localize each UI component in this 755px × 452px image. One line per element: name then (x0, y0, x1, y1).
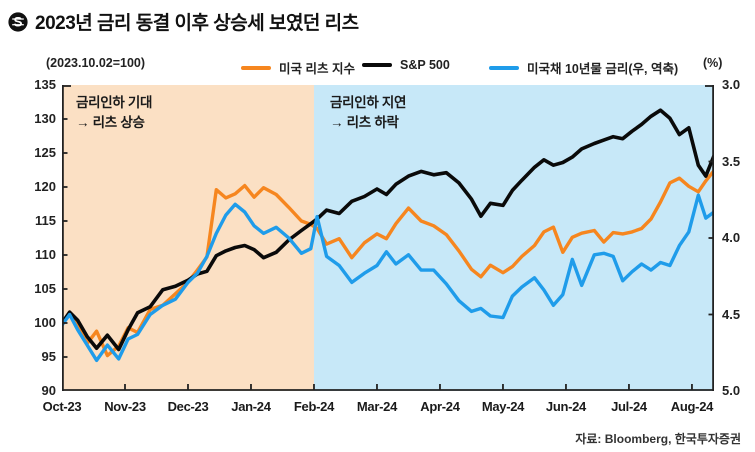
sp500-line (62, 108, 714, 352)
reit-legend-swatch (241, 65, 271, 70)
x-axis-label: Jul-24 (611, 399, 647, 414)
right-axis-label: 5.0 (722, 383, 741, 398)
left-axis-label: 95 (41, 349, 56, 364)
x-axis-label: Apr-24 (420, 399, 460, 414)
x-axis-label: May-24 (481, 399, 525, 414)
left-axis-label: 120 (34, 179, 56, 194)
svg-text:S: S (13, 14, 22, 29)
left-axis-label: 135 (34, 77, 56, 92)
x-axis-label: Dec-23 (167, 399, 209, 414)
x-axis-label: Aug-24 (670, 399, 714, 414)
region1-line2: → 리츠 상승 (76, 115, 145, 131)
left-axis-label: 115 (35, 213, 56, 228)
sp500-legend-swatch (362, 63, 392, 67)
left-axis-label: 100 (34, 315, 56, 330)
chart-canvas (62, 85, 714, 391)
sp500-legend-label: S&P 500 (400, 58, 450, 72)
page-title: 2023년 금리 동결 이후 상승세 보였던 리츠 (35, 13, 359, 34)
region-label-rate-cut-hope: 금리인하 기대 → 리츠 상승 (76, 93, 152, 134)
right-axis-label: 4.5 (722, 306, 741, 322)
x-axis-label: Jan-24 (231, 399, 271, 414)
index-base-note: (2023.10.02=100) (46, 56, 146, 70)
ust10y-legend-swatch (489, 65, 519, 70)
legend-item-reit: 미국 리츠 지수 (241, 58, 355, 77)
region-label-rate-cut-delay: 금리인하 지연 → 리츠 하락 (330, 93, 406, 134)
right-axis-label: 3.0 (722, 77, 741, 92)
right-axis-label: 3.5 (722, 153, 741, 169)
plot-area: 금리인하 기대 → 리츠 상승 금리인하 지연 → 리츠 하락 (62, 85, 714, 391)
x-axis-label: Nov-23 (104, 399, 146, 414)
reit-line (62, 168, 714, 358)
ust10y-legend-label: 미국채 10년물 금리(우, 역축) (527, 62, 679, 76)
left-axis-label: 90 (41, 383, 56, 398)
ust10y-line (62, 193, 714, 363)
legend-item-sp500: S&P 500 (362, 58, 450, 72)
left-axis-label: 105 (34, 281, 56, 296)
x-axis-label: Feb-24 (293, 399, 335, 414)
title-row: S 2023년 금리 동결 이후 상승세 보였던 리츠 (8, 8, 359, 35)
x-axis-label: Mar-24 (356, 399, 398, 414)
source-note: 자료: Bloomberg, 한국투자증권 (575, 432, 741, 446)
region2-line2: → 리츠 하락 (330, 115, 399, 131)
legend-item-ust10y: 미국채 10년물 금리(우, 역축) (489, 58, 678, 77)
left-axis-label: 130 (34, 111, 56, 126)
x-axis-label: Oct-23 (42, 399, 82, 414)
reit-legend-label: 미국 리츠 지수 (279, 62, 355, 76)
dollar-circle-icon: S (8, 11, 28, 32)
left-axis-label: 110 (35, 247, 56, 262)
region1-line1: 금리인하 기대 (76, 95, 153, 110)
region2-line1: 금리인하 지연 (330, 95, 407, 110)
right-axis-label: 4.0 (722, 230, 741, 245)
right-axis-unit: (%) (703, 56, 723, 70)
x-axis-label: Jun-24 (545, 399, 586, 414)
left-axis-label: 125 (34, 145, 56, 160)
region-2-background (313, 85, 714, 391)
